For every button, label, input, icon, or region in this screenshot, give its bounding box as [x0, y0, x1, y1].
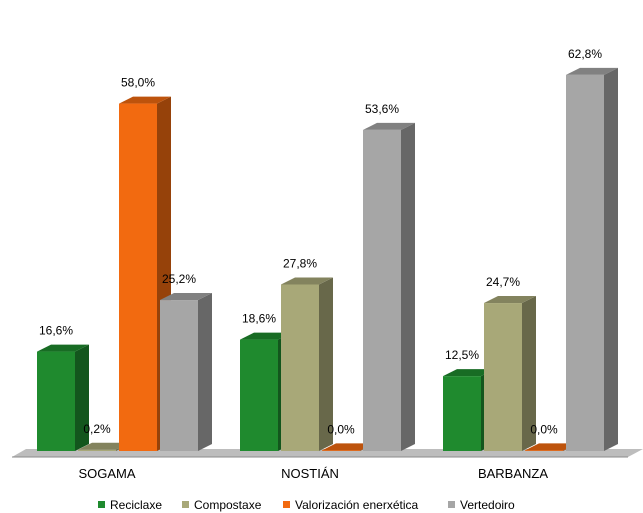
bar-top	[484, 296, 536, 304]
legend-label: Vertedoiro	[460, 498, 515, 512]
data-label: 18,6%	[242, 312, 276, 326]
bar-side	[75, 344, 89, 451]
legend: Reciclaxe Compostaxe Valorización enerxéti…	[98, 498, 515, 512]
bar-front	[37, 351, 75, 451]
category-labels-group: SOGAMA NOSTIÁN BARBANZA	[78, 466, 548, 481]
data-label: 58,0%	[121, 76, 155, 90]
bar-front	[566, 74, 604, 451]
bar-front	[160, 300, 198, 451]
data-label: 0,0%	[530, 422, 558, 436]
bar-front	[525, 450, 563, 451]
bar-side	[604, 67, 618, 451]
bar-compostaxe-nostian	[281, 277, 333, 451]
legend-label: Reciclaxe	[110, 498, 162, 512]
bar-front	[78, 449, 116, 451]
bar-compostaxe-barbanza	[484, 296, 536, 451]
bar-top	[240, 332, 292, 340]
bar-front	[119, 103, 157, 451]
data-label: 16,6%	[39, 324, 73, 338]
bar-side	[198, 293, 212, 451]
bar-vertedoiro-barbanza	[566, 67, 618, 451]
legend-swatch	[448, 501, 455, 508]
bar-top	[566, 67, 618, 75]
bars-group	[37, 67, 618, 451]
bar-front	[281, 284, 319, 451]
legend-swatch	[98, 501, 105, 508]
bar-top	[281, 277, 333, 285]
bar-top	[322, 443, 374, 451]
bar-front	[240, 339, 278, 451]
data-label: 53,6%	[365, 102, 399, 116]
bar-front	[322, 450, 360, 451]
category-label: NOSTIÁN	[281, 466, 339, 481]
bar-vertedoiro-nostian	[363, 122, 415, 451]
data-label: 0,2%	[83, 422, 111, 436]
bar-top	[525, 443, 577, 451]
bar-top	[78, 442, 130, 450]
legend-item-vertedoiro: Vertedoiro	[448, 498, 515, 512]
bar-vertedoiro-sogama	[160, 293, 212, 451]
category-label: SOGAMA	[78, 466, 135, 481]
data-label: 62,8%	[568, 47, 602, 61]
data-labels-group: 16,6% 0,2% 58,0% 25,2% 18,6% 27,8% 0,0% 53,6% 12…	[39, 47, 602, 437]
bar-front	[484, 303, 522, 451]
data-label: 0,0%	[327, 422, 355, 436]
data-label: 25,2%	[162, 272, 196, 286]
bar-top	[363, 122, 415, 130]
bar-top	[160, 293, 212, 301]
data-label: 12,5%	[445, 348, 479, 362]
bar-top	[443, 369, 495, 377]
bar-front	[443, 376, 481, 451]
legend-item-reciclaxe: Reciclaxe	[98, 498, 162, 512]
bar-front	[363, 129, 401, 451]
bar-top	[37, 344, 89, 352]
bar-side	[401, 122, 415, 451]
category-label: BARBANZA	[478, 466, 548, 481]
legend-swatch	[182, 501, 189, 508]
legend-item-compostaxe: Compostaxe	[182, 498, 262, 512]
data-label: 27,8%	[283, 256, 317, 270]
legend-item-valorizacion-enerxetica: Valorización enerxética	[283, 498, 419, 512]
legend-label: Valorización enerxética	[295, 498, 419, 512]
data-label: 24,7%	[486, 275, 520, 289]
bar-top	[119, 96, 171, 104]
bar-side	[522, 296, 536, 451]
bar-reciclaxe-sogama	[37, 344, 89, 451]
legend-label: Compostaxe	[194, 498, 262, 512]
bar-side	[319, 277, 333, 451]
legend-swatch	[283, 501, 290, 508]
